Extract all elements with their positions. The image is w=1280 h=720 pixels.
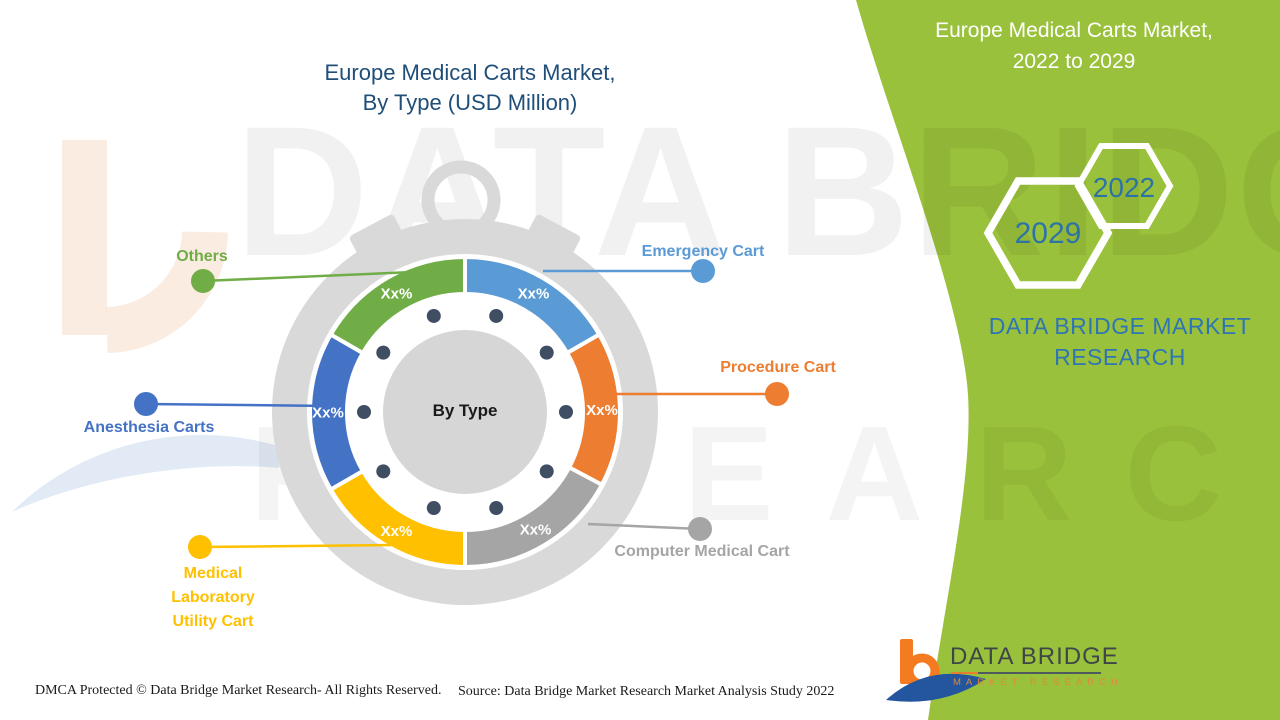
brand-heading: DATA BRIDGE MARKET RESEARCH	[988, 313, 1252, 370]
footer-source-text: Source: Data Bridge Market Research Mark…	[458, 684, 835, 699]
logo-blue-tail	[928, 677, 959, 701]
tick-dot	[357, 405, 371, 419]
logo-blue-swoosh	[886, 673, 986, 702]
tick-dot	[376, 464, 391, 479]
callout-line	[199, 543, 399, 549]
tick-dot	[539, 345, 554, 360]
callout-dot	[688, 517, 712, 541]
donut-segment	[328, 254, 467, 356]
hex-year-2022: 2022	[1092, 172, 1156, 203]
segment-value-label: Xx%	[520, 522, 552, 539]
callout-dot	[188, 535, 212, 559]
green-banner-shape	[856, 0, 1280, 720]
logo-wordmark: DATA BRIDGE	[950, 643, 1119, 670]
segment-value-label: Xx%	[381, 286, 413, 303]
hexagon-2029	[983, 177, 1113, 289]
watermark-blue-swoosh	[12, 434, 348, 512]
segment-value-label: Xx%	[381, 523, 413, 540]
watermark-orange-arc	[105, 230, 228, 353]
background-logo-watermark	[12, 140, 348, 512]
callout-dot	[134, 392, 158, 416]
watermark-orange-bar	[62, 140, 107, 335]
chart-center-label: By Type	[432, 401, 498, 420]
tick-dot	[426, 308, 441, 323]
donut-chart: Xx% Xx% Xx% Xx% Xx% Xx%	[308, 254, 622, 570]
logo-subtitle: MARKET RESEARCH	[953, 677, 1123, 688]
tick-dot	[489, 501, 504, 516]
callout-dot	[765, 382, 789, 406]
tick-dots-ring	[357, 308, 573, 516]
banner-title: Europe Medical Carts Market, 2022 to 202…	[935, 19, 1213, 73]
tick-dot	[426, 501, 441, 516]
callout-dot	[691, 259, 715, 283]
callout-line	[587, 522, 701, 531]
segment-value-label: Xx%	[518, 286, 550, 303]
footer-dmca-text: DMCA Protected © Data Bridge Market Rese…	[35, 683, 442, 698]
tick-dot	[489, 308, 504, 323]
callout-lines	[134, 259, 789, 559]
tick-dot	[376, 345, 391, 360]
dbmr-logo-mark	[886, 639, 986, 702]
segment-value-label: Xx%	[312, 404, 344, 421]
page-title: Europe Medical Carts Market, By Type (US…	[324, 60, 616, 115]
callout-line	[145, 402, 334, 408]
tick-dot	[559, 405, 573, 419]
stopwatch-center-disc	[383, 330, 547, 494]
segment-value-label: Xx%	[586, 402, 618, 419]
callout-dot	[191, 269, 215, 293]
tick-dot	[539, 464, 554, 479]
callout-line	[202, 270, 414, 283]
hex-year-2029: 2029	[1014, 217, 1082, 250]
logo-underline	[951, 672, 1101, 674]
